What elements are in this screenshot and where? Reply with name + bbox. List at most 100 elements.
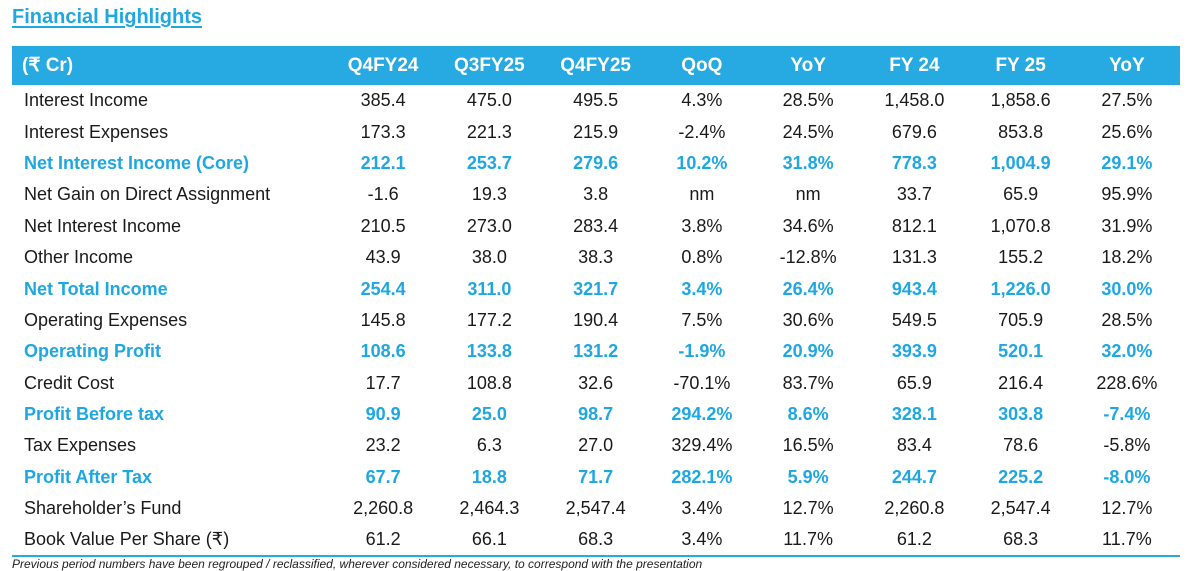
yoy-annual-cell: 29.1% [1101,152,1153,173]
q3fy25-cell: 108.8 [466,372,512,393]
fy24-cell: 2,260.8 [884,498,945,519]
qoq-cell: 3.4% [681,498,723,519]
footnote: Previous period numbers have been regrou… [12,557,703,571]
fy24-cell: 679.6 [891,121,937,142]
qoq-cell: 4.3% [681,90,723,111]
yoy-annual-cell: -8.0% [1103,466,1151,487]
q3fy25-cell: 273.0 [466,215,512,236]
q3fy25-cell: 6.3 [476,435,502,456]
table-row: Credit Cost 17.7 108.8 32.6 -70.1% 83.7% 65.9 2… [12,368,1180,399]
fy24-cell: 812.1 [891,215,937,236]
header-q4fy24: Q4FY24 [347,54,419,76]
fy24-cell: 778.3 [891,152,937,173]
row-label: Tax Expenses [24,435,137,456]
q3fy25-cell: 19.3 [471,184,507,205]
fy24-cell: 943.4 [891,278,937,299]
fy25-cell: 1,858.6 [990,90,1051,111]
yoy-annual-cell: 31.9% [1101,215,1153,236]
yoy-annual-cell: 28.5% [1101,309,1153,330]
q4fy25-cell: 68.3 [578,529,614,550]
table-row: Book Value Per Share (₹) 61.2 66.1 68.3 3.4%… [12,524,1180,556]
row-label: Net Interest Income (Core) [24,152,250,173]
fy25-cell: 303.8 [998,404,1044,425]
qoq-cell: 294.2% [671,404,733,425]
qoq-cell: 3.4% [681,278,723,299]
fy24-cell: 83.4 [896,435,932,456]
q4fy24-cell: 385.4 [360,90,406,111]
q3fy25-cell: 38.0 [471,247,507,268]
q3fy25-cell: 18.8 [471,466,507,487]
q4fy25-cell: 3.8 [583,184,609,205]
row-label: Operating Profit [24,341,162,362]
q4fy25-cell: 38.3 [578,247,614,268]
q4fy24-cell: 67.7 [365,466,401,487]
header-yoy-annual: YoY [1109,54,1145,76]
fy25-cell: 65.9 [1003,184,1039,205]
qoq-cell: -2.4% [678,121,726,142]
q4fy25-cell: 27.0 [578,435,614,456]
row-label: Net Interest Income [24,215,182,236]
q4fy24-cell: 145.8 [360,309,406,330]
q4fy25-cell: 190.4 [573,309,619,330]
q4fy25-cell: 283.4 [573,215,619,236]
yoy-annual-cell: 32.0% [1101,341,1153,362]
q4fy24-cell: 90.9 [365,404,401,425]
yoy-quarter-cell: 11.7% [783,529,833,550]
table-header-row: (₹ Cr) Q4FY24 Q3FY25 Q4FY25 QoQ YoY FY 2… [12,46,1180,85]
table-row: Operating Expenses 145.8 177.2 190.4 7.5% 30.… [12,305,1180,336]
q4fy25-cell: 495.5 [573,90,619,111]
row-label: Book Value Per Share (₹) [24,529,230,550]
fy24-cell: 328.1 [891,404,937,425]
yoy-annual-cell: -7.4% [1103,404,1151,425]
q4fy25-cell: 71.7 [578,466,614,487]
yoy-annual-cell: 18.2% [1101,247,1153,268]
fy24-cell: 244.7 [891,466,937,487]
q3fy25-cell: 253.7 [466,152,512,173]
yoy-annual-cell: -5.8% [1103,435,1151,456]
q3fy25-cell: 2,464.3 [459,498,520,519]
qoq-cell: 282.1% [671,466,733,487]
yoy-quarter-cell: nm [795,184,821,205]
fy25-cell: 1,070.8 [990,215,1051,236]
header-yoy-quarter: YoY [790,54,826,76]
fy24-cell: 393.9 [891,341,937,362]
q4fy25-cell: 98.7 [578,404,614,425]
fy25-cell: 78.6 [1003,435,1039,456]
table-row: Interest Income 385.4 475.0 495.5 4.3% 28.5% 1… [12,85,1180,116]
yoy-annual-cell: 30.0% [1101,278,1153,299]
qoq-cell: -70.1% [673,372,731,393]
row-label: Interest Expenses [24,121,169,142]
yoy-quarter-cell: -12.8% [779,247,837,268]
qoq-cell: 329.4% [671,435,733,456]
row-label: Profit Before tax [24,404,165,425]
page-title: Financial Highlights [12,6,203,28]
qoq-cell: 0.8% [681,247,723,268]
fy25-cell: 1,004.9 [990,152,1051,173]
q4fy25-cell: 32.6 [578,372,614,393]
fy24-cell: 131.3 [891,247,937,268]
yoy-quarter-cell: 31.8% [782,152,834,173]
table-row: Profit Before tax 90.9 25.0 98.7 294.2% 8.6% 3… [12,399,1180,430]
fy25-cell: 1,226.0 [990,278,1051,299]
yoy-quarter-cell: 26.4% [782,278,834,299]
row-label: Profit After Tax [24,466,153,487]
qoq-cell: nm [689,184,715,205]
table-row: Interest Expenses 173.3 221.3 215.9 -2.4% 24.… [12,116,1180,147]
q4fy25-cell: 2,547.4 [565,498,626,519]
yoy-quarter-cell: 12.7% [782,498,834,519]
yoy-annual-cell: 95.9% [1101,184,1153,205]
table-row: Other Income 43.9 38.0 38.3 0.8% -12.8% 131.3 1… [12,242,1180,273]
qoq-cell: 7.5% [681,309,723,330]
yoy-quarter-cell: 83.7% [782,372,834,393]
fy25-cell: 155.2 [998,247,1044,268]
fy25-cell: 225.2 [998,466,1044,487]
q4fy25-cell: 131.2 [573,341,619,362]
yoy-quarter-cell: 5.9% [787,466,829,487]
q4fy24-cell: 2,260.8 [353,498,414,519]
fy24-cell: 61.2 [896,529,932,550]
qoq-cell: 10.2% [676,152,728,173]
q3fy25-cell: 475.0 [466,90,512,111]
yoy-annual-cell: 228.6% [1096,372,1158,393]
q4fy24-cell: 23.2 [365,435,401,456]
row-label: Operating Expenses [24,309,188,330]
